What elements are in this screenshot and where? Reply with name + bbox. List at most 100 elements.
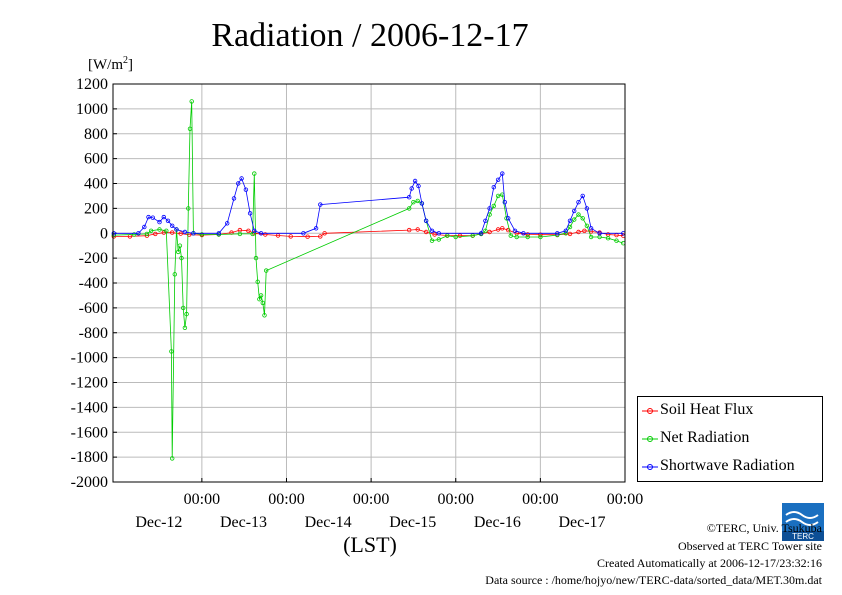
data-point: [407, 206, 412, 211]
credit-copyright: ©TERC, Univ. Tsukuba: [706, 521, 822, 535]
data-point: [415, 198, 420, 204]
x-tick-time-label: 00:00: [522, 491, 558, 508]
data-point: [247, 211, 253, 216]
data-point: [157, 227, 162, 232]
data-point: [169, 230, 175, 235]
data-point: [588, 234, 594, 240]
y-tick-label: -1400: [71, 399, 108, 416]
series-net-radiation: [111, 99, 626, 461]
y-tick-label: -1200: [71, 375, 108, 392]
x-axis-ticks: 00:00Dec-1200:00Dec-1300:00Dec-1400:00De…: [135, 478, 643, 531]
data-point: [180, 305, 186, 311]
x-tick-time-label: 00:00: [353, 491, 389, 508]
data-point: [189, 99, 194, 104]
data-point: [172, 272, 177, 277]
x-tick-time-label: 00:00: [268, 491, 304, 508]
series-shortwave-radiation: [111, 171, 626, 236]
data-point: [165, 218, 171, 223]
data-point: [263, 232, 268, 237]
data-point: [584, 206, 590, 211]
data-point: [525, 232, 530, 237]
data-point: [235, 181, 241, 186]
credit-source: Data source : /home/hojyo/new/TERC-data/…: [485, 573, 822, 587]
plot-frame: [112, 83, 626, 483]
data-point: [436, 231, 441, 236]
data-point: [487, 229, 492, 235]
data-point: [512, 228, 518, 233]
credit-observed: Observed at TERC Tower site: [677, 539, 822, 553]
legend: Soil Heat Flux Net Radiation Shortwave R…: [637, 396, 823, 482]
chart-title: Radiation / 2006-12-17: [211, 17, 528, 54]
data-point: [412, 178, 418, 184]
data-point: [415, 227, 420, 232]
data-point: [253, 255, 259, 261]
data-point: [260, 300, 265, 306]
data-point: [288, 234, 293, 239]
data-point: [313, 226, 319, 231]
data-point: [576, 199, 581, 205]
data-point: [483, 218, 488, 223]
legend-label: Soil Heat Flux: [660, 401, 754, 418]
terc-logo: TERC: [782, 503, 824, 541]
y-tick-label: 800: [84, 126, 108, 143]
data-point: [445, 233, 450, 238]
data-point: [563, 228, 568, 233]
data-point: [322, 231, 327, 236]
data-point: [487, 206, 492, 211]
y-tick-label: -2000: [71, 474, 108, 491]
y-tick-label: -1800: [71, 449, 108, 466]
data-point: [567, 218, 573, 223]
data-point: [407, 194, 412, 200]
credit-created: Created Automatically at 2006-12-17/23:3…: [597, 556, 822, 570]
data-point: [411, 199, 416, 205]
x-tick-date-label: Dec-13: [220, 514, 267, 531]
series-line: [113, 172, 624, 234]
legend-marker-shortwave: [642, 464, 658, 470]
data-point: [231, 196, 237, 201]
data-point: [538, 232, 543, 237]
data-point: [470, 233, 475, 238]
data-point: [177, 243, 183, 248]
data-point: [584, 223, 590, 228]
data-point: [182, 229, 188, 235]
data-point: [500, 171, 505, 176]
data-point: [255, 279, 260, 284]
data-point: [243, 187, 249, 192]
data-point: [567, 231, 573, 237]
data-point: [178, 231, 183, 236]
data-point: [150, 215, 155, 220]
data-point: [576, 229, 581, 235]
data-point: [237, 231, 243, 237]
x-tick-date-label: Dec-16: [474, 514, 521, 531]
data-point: [432, 232, 437, 237]
data-point: [199, 232, 205, 237]
data-point: [580, 216, 585, 221]
data-point: [258, 293, 264, 298]
x-tick-date-label: Dec-17: [558, 514, 605, 531]
data-point: [301, 231, 306, 236]
data-point: [419, 201, 425, 206]
data-point: [224, 221, 230, 226]
data-point: [169, 223, 175, 228]
data-point: [111, 231, 116, 236]
data-point: [416, 183, 421, 189]
data-point: [495, 177, 501, 182]
data-point: [491, 184, 496, 190]
y-tick-label: -1000: [71, 350, 108, 367]
y-tick-label: -200: [79, 250, 108, 267]
data-point: [318, 202, 323, 207]
data-point: [508, 233, 513, 238]
series-group: [111, 99, 626, 461]
data-point: [521, 231, 526, 236]
data-point: [318, 234, 323, 239]
data-point: [491, 203, 496, 209]
x-tick-time-label: 00:00: [438, 491, 474, 508]
data-point: [525, 234, 530, 240]
data-point: [305, 234, 310, 239]
data-point: [258, 231, 264, 236]
data-point: [257, 297, 262, 302]
data-point: [174, 227, 179, 232]
y-tick-label: -1600: [71, 424, 108, 441]
data-point: [478, 231, 484, 236]
